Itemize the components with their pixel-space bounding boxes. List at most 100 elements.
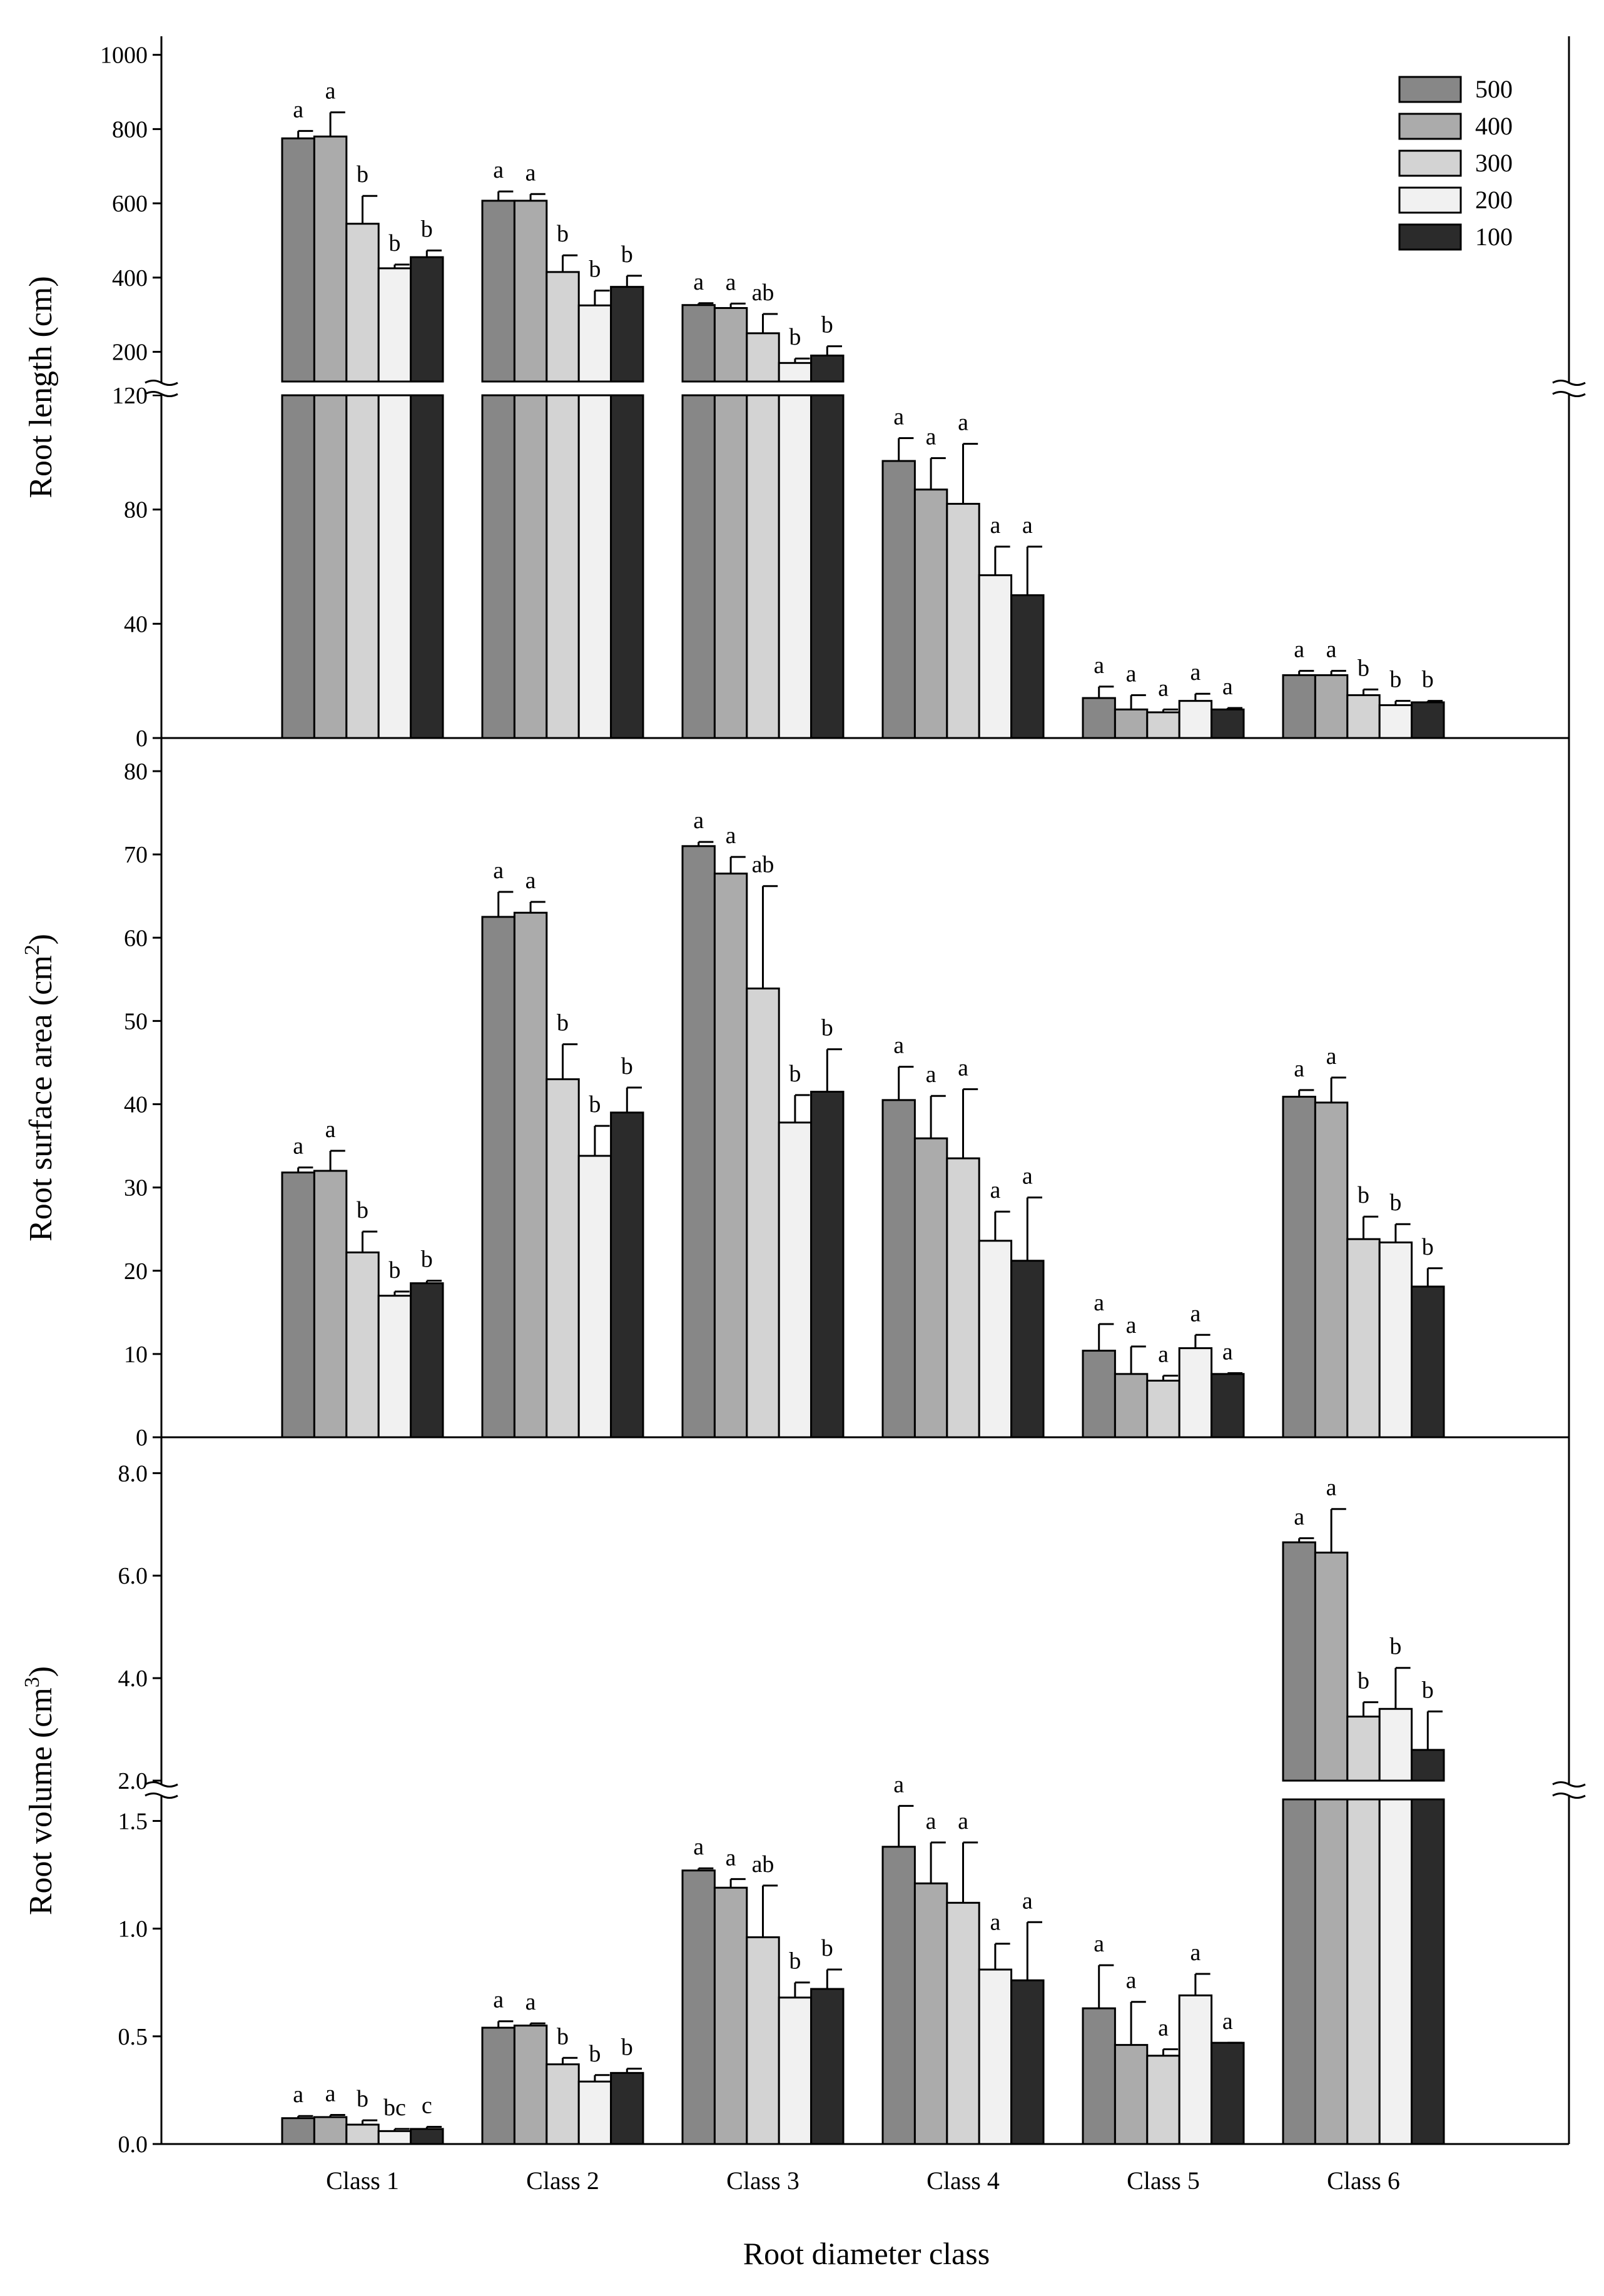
significance-letter: b — [589, 1091, 601, 1118]
bar-400-class4 — [913, 488, 948, 739]
significance-letter: a — [325, 2081, 336, 2107]
significance-letter: a — [1326, 1043, 1337, 1070]
bar-500-class3 — [681, 394, 716, 739]
y-tick-label: 0 — [136, 726, 148, 752]
significance-letter: b — [621, 1053, 633, 1080]
bar-300-class5 — [1146, 711, 1180, 739]
significance-letter: ab — [752, 852, 774, 878]
axis-break-mark — [1552, 1793, 1586, 1799]
y-tick-label: 60 — [124, 925, 148, 951]
significance-letter: a — [1158, 675, 1169, 701]
y-tick-label: 50 — [124, 1008, 148, 1034]
significance-letter: a — [893, 1033, 904, 1059]
bar-200-class5 — [1178, 700, 1213, 739]
significance-letter: b — [357, 161, 368, 188]
y-tick-label: 400 — [112, 265, 148, 291]
bar-200-class5 — [1178, 1347, 1213, 1439]
significance-letter: b — [1422, 1234, 1434, 1260]
bar-100-class2 — [610, 286, 644, 383]
bar-400-class1 — [313, 1170, 348, 1439]
y-tick-label: 80 — [124, 497, 148, 523]
bar-300-class1 — [345, 2123, 380, 2145]
bar-300-class5 — [1146, 1379, 1180, 1439]
significance-letter: a — [1294, 1504, 1304, 1530]
bar-300-class3 — [746, 332, 780, 383]
category-label: Class 2 — [526, 2167, 599, 2195]
significance-letter: a — [990, 512, 1000, 539]
panel-2: 0 10 20 30 40 50 60 70 80 Root surface area (cm2)… — [21, 737, 1569, 1451]
significance-letter: b — [1422, 667, 1434, 693]
significance-letter: a — [1158, 1341, 1169, 1367]
significance-letter: a — [1190, 659, 1200, 685]
significance-letter: b — [1389, 1634, 1401, 1660]
significance-letter: b — [1358, 1668, 1369, 1694]
bar-100-class4 — [1010, 1979, 1045, 2145]
y-tick-label: 4.0 — [118, 1666, 148, 1692]
significance-letter: b — [421, 216, 433, 242]
bar-500-class4 — [881, 1846, 916, 2145]
bar-500-class6 — [1282, 1541, 1316, 1782]
y-axis-label: Root length (cm) — [23, 276, 59, 498]
bar-100-class3 — [810, 1091, 845, 1439]
significance-letter: a — [293, 2081, 303, 2108]
y-tick-label: 800 — [112, 116, 148, 143]
significance-letter: a — [1022, 1163, 1033, 1190]
bar-200-class2 — [577, 1155, 612, 1439]
bar-100-class6 — [1411, 701, 1445, 739]
bar-500-class5 — [1082, 2007, 1116, 2145]
bar-500-class2 — [481, 916, 515, 1439]
significance-letter: a — [293, 96, 303, 123]
bar-400-class6 — [1314, 1551, 1349, 1782]
bar-300-class2 — [546, 2063, 580, 2145]
y-tick-label: 1.0 — [118, 1916, 148, 1943]
significance-letter: b — [357, 2086, 368, 2112]
legend-label-200: 200 — [1475, 186, 1513, 214]
significance-letter: a — [1022, 512, 1033, 539]
significance-letter: a — [1022, 1888, 1033, 1914]
significance-letter: a — [990, 1909, 1000, 1936]
bar-100-class3 — [810, 354, 845, 383]
bar-200-class6 — [1378, 1241, 1413, 1439]
legend-swatch-400 — [1398, 113, 1462, 140]
bar-400-class1 — [313, 2116, 348, 2145]
significance-letter: a — [926, 1808, 937, 1834]
legend-swatch-300 — [1398, 149, 1462, 177]
bar-200-class6 — [1378, 704, 1413, 739]
significance-letter: a — [1126, 1312, 1137, 1338]
y-axis-label: Root volume (cm3) — [21, 1666, 59, 1915]
bar-300-class3 — [746, 394, 780, 739]
y-tick-label: 0.0 — [118, 2132, 148, 2158]
significance-letter: a — [926, 423, 937, 450]
bar-300-class2 — [546, 394, 580, 739]
significance-letter: a — [726, 822, 736, 849]
significance-letter: a — [1094, 652, 1104, 679]
bar-500-class4 — [881, 1099, 916, 1439]
bar-100-class5 — [1211, 708, 1245, 739]
bar-300-class1 — [345, 1251, 380, 1439]
significance-letter: a — [958, 1055, 968, 1081]
category-label: Class 1 — [326, 2167, 399, 2195]
bar-400-class1 — [313, 394, 348, 739]
bar-300-class2 — [546, 271, 580, 383]
significance-letter: ab — [752, 280, 774, 306]
bar-200-class2 — [577, 2080, 612, 2145]
bar-400-class3 — [713, 1886, 748, 2145]
significance-letter: a — [1326, 637, 1337, 663]
significance-letter: a — [525, 867, 536, 894]
significance-letter: a — [1094, 1290, 1104, 1316]
bar-500-class6 — [1282, 1096, 1316, 1439]
bar-400-class4 — [913, 1882, 948, 2145]
significance-letter: c — [422, 2092, 432, 2118]
significance-letter: b — [821, 1015, 833, 1041]
axis-break-mark — [145, 391, 178, 397]
y-tick-label: 20 — [124, 1258, 148, 1285]
bar-400-class6 — [1314, 1101, 1349, 1439]
bar-100-class3 — [810, 1988, 845, 2145]
bar-400-class2 — [513, 394, 548, 739]
significance-letter: a — [325, 1116, 336, 1143]
significance-letter: b — [621, 2034, 633, 2060]
bar-500-class4 — [881, 460, 916, 739]
bar-100-class2 — [610, 2071, 644, 2145]
y-tick-label: 600 — [112, 191, 148, 217]
significance-letter: a — [958, 410, 968, 436]
